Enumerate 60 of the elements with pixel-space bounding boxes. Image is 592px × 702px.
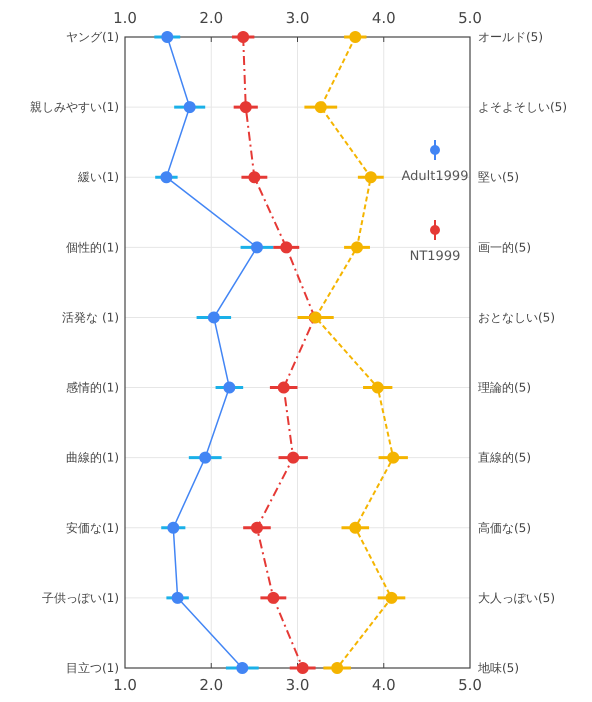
y2-tick-label: 直線的(5) (478, 450, 531, 465)
y2-tick-label: 高価な(5) (478, 520, 531, 535)
y2-tick-label: オールド(5) (478, 30, 543, 44)
y2-tick-label: 画一的(5) (478, 240, 531, 254)
y2-tick-label: 堅い(5) (478, 170, 519, 184)
y2-tick-label: よそよそしい(5) (478, 100, 567, 114)
point (223, 382, 236, 394)
x-tick-label: 5.0 (458, 676, 482, 694)
point (240, 101, 252, 114)
point (167, 522, 180, 534)
point (364, 171, 377, 184)
point (287, 452, 300, 464)
y2-tick-label: 理論的(5) (478, 380, 531, 395)
point (314, 101, 327, 114)
point (199, 452, 212, 464)
point (236, 662, 248, 674)
point (161, 31, 174, 43)
point (387, 452, 400, 464)
x-tick-label: 3.0 (286, 676, 310, 694)
point (248, 171, 260, 184)
x-tick-label: 2.0 (199, 676, 224, 694)
y-tick-label: 個性的(1) (66, 240, 119, 254)
y-tick-label: 親しみやすい(1) (30, 100, 119, 114)
point (349, 31, 362, 43)
point (331, 662, 344, 674)
x-tick-label: 4.0 (372, 676, 396, 694)
point (296, 662, 309, 674)
point (349, 522, 362, 534)
y-tick-label: 感情的(1) (66, 380, 119, 395)
point (237, 31, 250, 43)
x2-tick-label: 3.0 (286, 9, 310, 27)
y2-tick-label: 大人っぽい(5) (478, 590, 555, 605)
x2-tick-label: 5.0 (458, 9, 482, 27)
point (250, 241, 263, 254)
point (250, 522, 263, 534)
y-tick-label: 子供っぽい(1) (42, 590, 119, 605)
x2-tick-label: 2.0 (199, 9, 224, 27)
y-tick-label: ヤング(1) (66, 30, 119, 44)
legend-label: Adult1999 (402, 169, 468, 184)
x-tick-label: 1.0 (113, 676, 137, 694)
point (372, 382, 384, 394)
y-tick-label: 曲線的(1) (66, 450, 119, 465)
point (160, 171, 172, 184)
y2-tick-label: 地味(5) (477, 661, 519, 675)
y-tick-label: 目立つ(1) (66, 661, 119, 675)
point (208, 311, 220, 324)
point (351, 241, 364, 254)
y-tick-label: 活発な (1) (62, 310, 119, 324)
y2-tick-label: おとなしい(5) (478, 310, 555, 324)
point (267, 592, 280, 604)
point (172, 592, 184, 604)
point (386, 592, 398, 604)
x2-tick-label: 4.0 (372, 9, 396, 27)
point (184, 101, 196, 114)
point (280, 241, 292, 254)
legend-label: NT1999 (410, 249, 460, 264)
point (278, 382, 290, 394)
y-tick-label: 緩い(1) (77, 170, 119, 184)
x2-tick-label: 1.0 (113, 9, 137, 27)
y-tick-label: 安価な(1) (66, 520, 119, 535)
